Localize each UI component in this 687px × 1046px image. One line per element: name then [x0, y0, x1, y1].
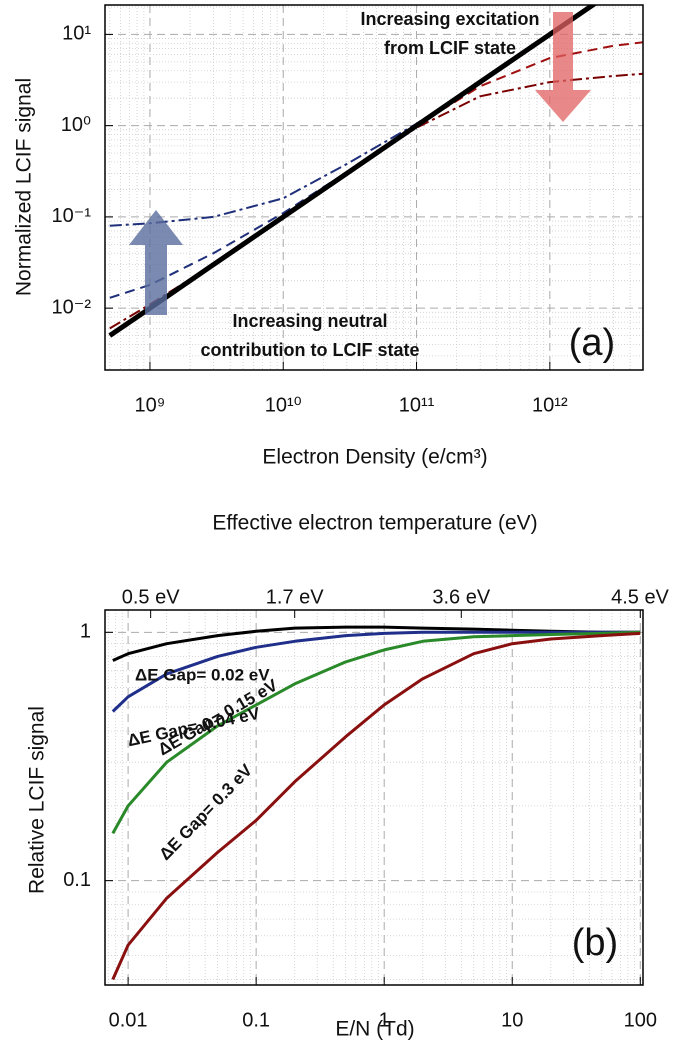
arrow-up	[129, 210, 183, 315]
x-tick-label: 10¹²	[532, 394, 568, 416]
x2-tick-label: 4.5 eV	[611, 586, 669, 608]
y-axis-label: Relative LCIF signal	[26, 706, 49, 894]
x-axis-label: E/N (Td)	[335, 1018, 414, 1041]
x-tick-label: 0.1	[242, 1009, 270, 1031]
x-tick-label: 0.01	[109, 1009, 148, 1031]
panel-label: (a)	[569, 322, 615, 364]
annotation: from LCIF state	[384, 38, 516, 58]
x-tick-label: 1	[379, 1009, 390, 1031]
series-line	[111, 630, 641, 835]
x-tick-label: 10¹⁰	[265, 394, 302, 416]
y-tick-label: 10⁻¹	[52, 205, 92, 227]
series-label: ΔE Gap= 0.02 eV	[135, 665, 270, 684]
x-tick-label: 100	[624, 1009, 657, 1031]
x-tick-label: 10⁹	[135, 394, 166, 416]
plot-frame	[104, 609, 644, 986]
series-label: ΔE Gap= 0.3 eV	[155, 760, 256, 864]
y-tick-label: 1	[80, 621, 91, 643]
annotation: Increasing neutral	[232, 311, 387, 331]
y-tick-label: 10¹	[62, 23, 91, 45]
x-axis-label: Electron Density (e/cm³)	[262, 446, 487, 469]
arrow-down	[535, 12, 591, 122]
y-tick-label: 10⁰	[61, 114, 91, 136]
x-tick-label: 10¹¹	[399, 394, 435, 416]
x2-tick-label: 0.5 eV	[122, 586, 180, 608]
y-tick-label: 10⁻²	[52, 296, 92, 318]
series-line	[108, 5, 598, 338]
panel-label: (b)	[572, 922, 618, 964]
x-tick-label: 10	[501, 1009, 523, 1031]
x2-axis-label: Effective electron temperature (eV)	[212, 512, 537, 535]
y-tick-label: 0.1	[63, 869, 91, 891]
x2-tick-label: 3.6 eV	[432, 586, 490, 608]
series-line	[111, 631, 641, 981]
series-line	[111, 630, 641, 713]
series-line	[109, 5, 595, 227]
plot-frame	[104, 4, 644, 371]
series-label: ΔE Gap= 0.15 eV	[155, 675, 282, 759]
annotation: Increasing excitation	[360, 9, 539, 29]
y-axis-label: Normalized LCIF signal	[13, 78, 36, 296]
annotation: contribution to LCIF state	[201, 340, 420, 360]
x2-tick-label: 1.7 eV	[266, 586, 324, 608]
